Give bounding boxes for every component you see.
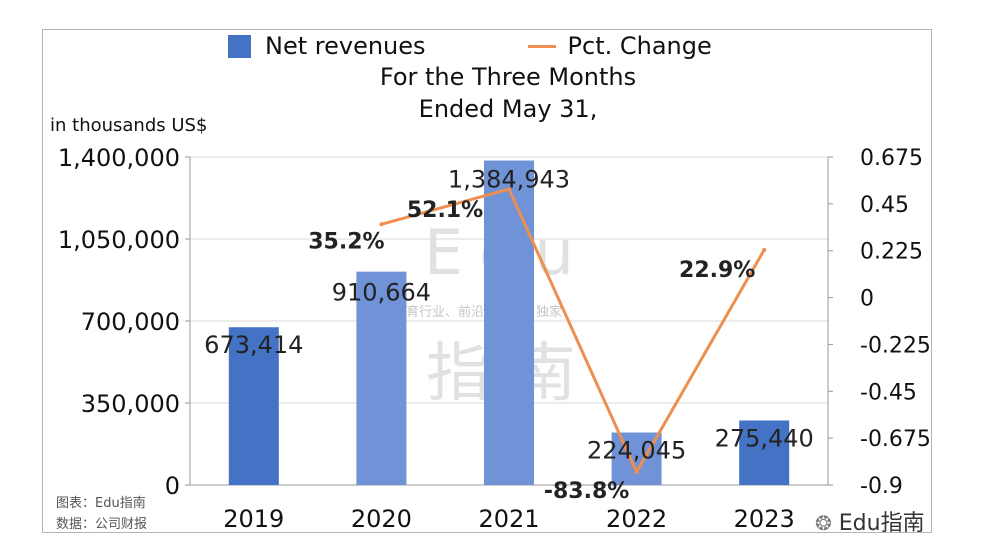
right-axis-tick-label: -0.45 [860, 380, 917, 405]
left-axis-tick-label: 700,000 [81, 308, 180, 336]
right-axis-tick-label: -0.675 [860, 427, 931, 452]
legend: Net revenues Pct. Change [228, 31, 712, 61]
bar-value-label: 673,414 [204, 331, 303, 359]
right-axis-tick-label: 0 [860, 287, 874, 312]
left-axis-tick-label: 350,000 [81, 390, 180, 418]
x-axis-tick-label: 2019 [223, 505, 284, 533]
bar-2021 [484, 160, 534, 485]
right-axis-tick-label: 0.225 [860, 240, 923, 265]
pct-change-point-2023 [762, 247, 767, 252]
legend-bar-label: Net revenues [265, 32, 426, 60]
legend-line-label: Pct. Change [567, 32, 712, 60]
chart-credit: 图表：Edu指南 [56, 496, 146, 511]
bar-value-label: 275,440 [715, 424, 814, 452]
wechat-handle: Edu指南 [838, 511, 925, 536]
pct-change-label: 52.1% [407, 198, 483, 223]
data-credit: 数据：公司财报 [56, 517, 148, 532]
bar-value-label: 910,664 [332, 279, 431, 307]
pct-change-point-2020 [379, 222, 384, 227]
left-axis-tick-label: 1,400,000 [58, 144, 180, 172]
right-axis-tick-label: -0.9 [860, 474, 903, 499]
chart-title-line-1: For the Three Months [379, 63, 637, 91]
right-axis-tick-label: 0.45 [860, 193, 909, 218]
x-axis-tick-label: 2022 [606, 505, 667, 533]
right-axis-tick-label: -0.225 [860, 333, 931, 358]
bar-2020 [356, 271, 407, 485]
bar-2019 [228, 327, 279, 485]
right-axis-tick-label: 0.675 [860, 146, 923, 171]
bar-2023 [739, 420, 790, 485]
pct-change-label: -83.8% [544, 479, 629, 504]
legend-line-swatch [527, 44, 556, 48]
wechat-icon: ❂ [815, 511, 832, 535]
x-axis-tick-label: 2020 [351, 505, 412, 533]
left-axis-tick-label: 0 [165, 472, 180, 500]
chart-title-line-2: Ended May 31, [418, 95, 598, 123]
left-axis-tick-label: 1,050,000 [58, 226, 180, 254]
x-axis-tick-label: 2023 [734, 505, 795, 533]
pct-change-point-2022 [634, 470, 639, 475]
bar-value-label: 1,384,943 [448, 166, 570, 194]
legend-bar-swatch [228, 34, 251, 58]
x-axis-tick-label: 2021 [478, 505, 539, 533]
pct-change-line [381, 187, 766, 474]
pct-change-point-2021 [507, 187, 511, 192]
y-axis-unit-label: in thousands US$ [50, 115, 208, 136]
pct-change-label: 22.9% [679, 258, 755, 283]
wechat-watermark: ❂ Edu指南 [815, 505, 925, 537]
pct-change-label: 35.2% [308, 229, 384, 254]
bar-value-label: 224,045 [587, 437, 686, 465]
